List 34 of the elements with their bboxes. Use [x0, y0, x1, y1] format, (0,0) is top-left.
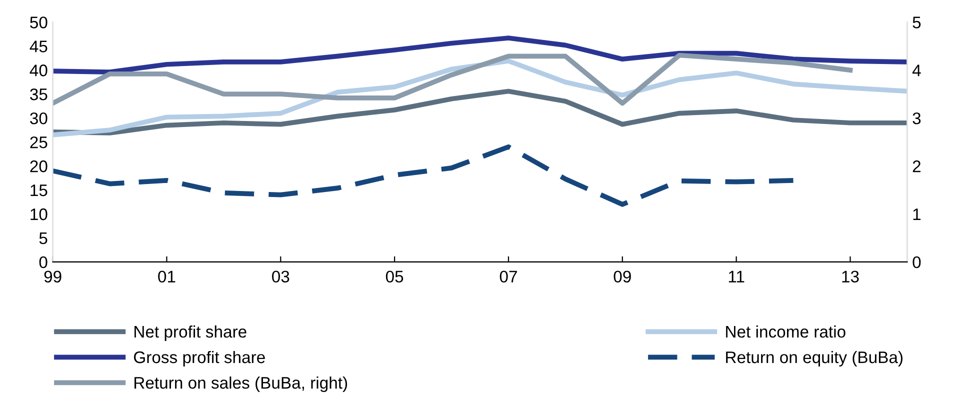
legend-label: Net profit share — [134, 325, 246, 341]
x-tick-label: 03 — [272, 270, 290, 283]
y-tick-label: 45 — [30, 40, 48, 52]
y2-tick-label: 5 — [912, 16, 921, 28]
y2-tick-label: 2 — [912, 160, 920, 172]
y-tick-label: 15 — [30, 184, 48, 196]
x-tick-label: 07 — [500, 270, 517, 283]
x-tick-label: 09 — [614, 270, 631, 283]
legend-label: Return on sales (BuBa, right) — [134, 376, 348, 392]
y-tick-label: 20 — [30, 160, 48, 172]
legend-label: Net income ratio — [726, 325, 846, 338]
x-tick-label: 13 — [842, 270, 859, 283]
x-tick-label: 05 — [386, 270, 404, 283]
y-tick-label: 50 — [30, 16, 48, 28]
y2-tick-label: 4 — [912, 64, 921, 76]
line-series — [52, 36, 908, 74]
y-tick-label: 0 — [39, 256, 48, 268]
line-series — [52, 52, 853, 106]
y-tick-label: 30 — [30, 112, 48, 124]
legend-label: Return on equity (BuBa) — [726, 350, 902, 366]
x-tick-label: 11 — [728, 270, 744, 282]
line-series — [52, 58, 908, 138]
line-series — [52, 88, 908, 136]
y-tick-label: 5 — [39, 232, 48, 244]
y2-tick-label: 1 — [913, 208, 921, 220]
y2-tick-label: 0 — [912, 256, 921, 268]
y-tick-label: 10 — [30, 208, 48, 220]
y2-tick-label: 3 — [912, 112, 921, 124]
x-tick-label: 01 — [158, 270, 176, 283]
x-tick-label: 99 — [44, 270, 62, 283]
y-tick-label: 35 — [30, 88, 48, 100]
y-tick-label: 25 — [30, 136, 48, 148]
legend-label: Gross profit share — [134, 350, 265, 366]
y-tick-label: 40 — [30, 64, 48, 76]
